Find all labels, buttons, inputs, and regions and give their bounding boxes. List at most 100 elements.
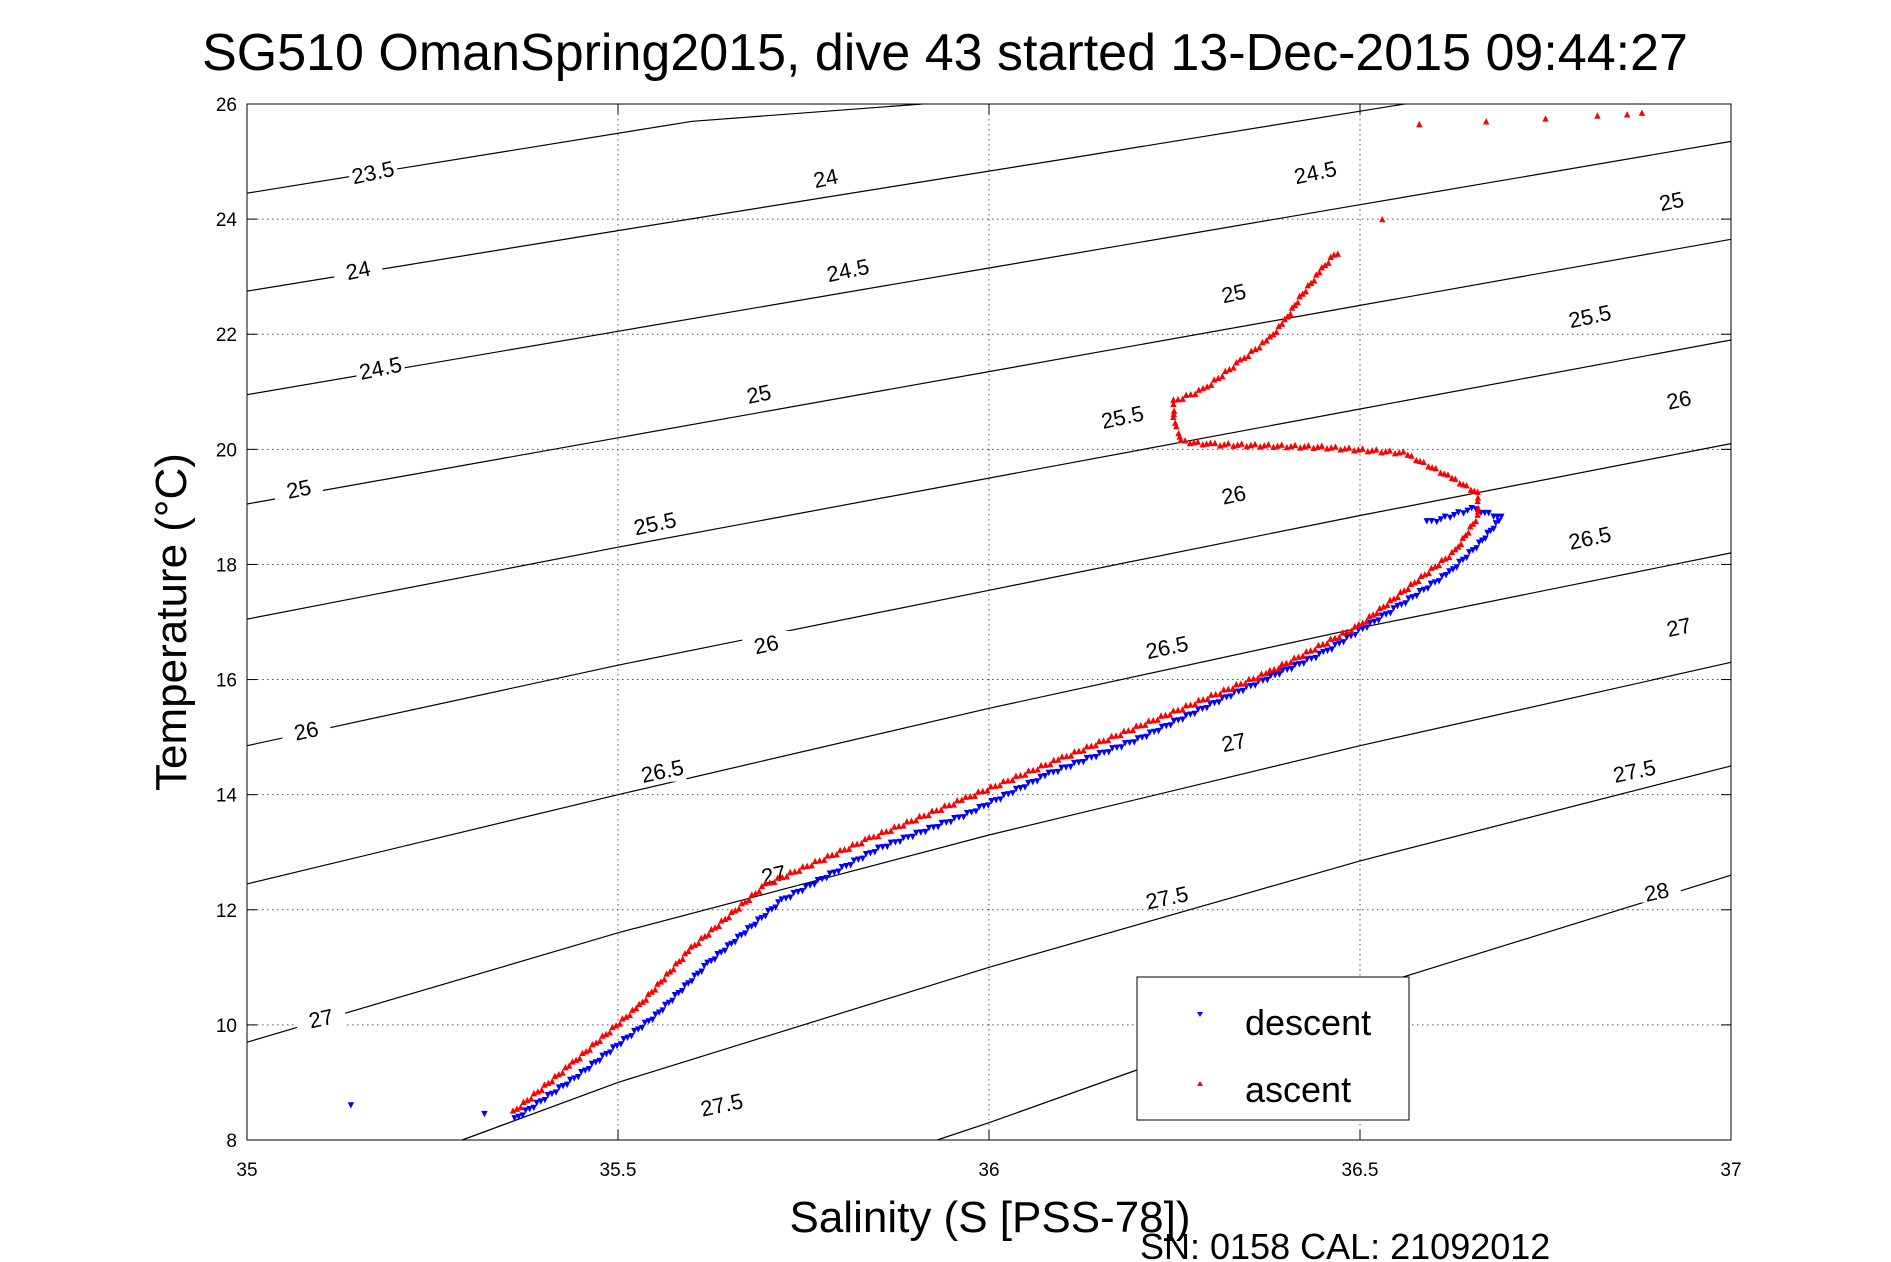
descent-point bbox=[1143, 733, 1150, 741]
axes: 35 35.5 36 36.5 37 8 10 12 14 16 18 20 22 24 26 bbox=[216, 95, 1742, 1181]
ascent-point bbox=[1413, 456, 1420, 464]
ascent-point bbox=[1058, 753, 1066, 760]
ascent-point bbox=[520, 1098, 527, 1105]
descent-point bbox=[1296, 661, 1303, 668]
contour-label-25: 25 bbox=[1219, 279, 1248, 309]
ascent-point bbox=[895, 822, 903, 830]
ascent-point bbox=[1318, 442, 1325, 449]
contour-line-27-5 bbox=[461, 765, 1732, 1141]
descent-point bbox=[1428, 517, 1435, 525]
ascent-point bbox=[609, 1023, 616, 1031]
ascent-point bbox=[642, 996, 650, 1003]
ascent-point bbox=[1379, 215, 1386, 223]
ascent-point bbox=[1474, 508, 1482, 515]
ascent-point bbox=[1448, 548, 1456, 556]
ascent-point bbox=[1199, 696, 1207, 703]
ascent-point bbox=[1241, 354, 1248, 361]
descent-point bbox=[802, 883, 809, 890]
ascent-point bbox=[1071, 748, 1078, 755]
ascent-point bbox=[1029, 766, 1037, 774]
ascent-point bbox=[645, 990, 652, 997]
contour-label-bg bbox=[1209, 728, 1258, 753]
ascent-point bbox=[1274, 442, 1281, 449]
ascent-point bbox=[701, 932, 709, 940]
ascent-point bbox=[1472, 517, 1480, 525]
descent-point bbox=[938, 819, 945, 827]
descent-point bbox=[1037, 773, 1044, 781]
ascent-point bbox=[1050, 756, 1057, 764]
descent-point bbox=[1155, 728, 1162, 735]
contour-label-bg bbox=[697, 1091, 746, 1116]
descent-point bbox=[752, 921, 759, 929]
contour-label-28: 28 bbox=[1642, 877, 1671, 907]
ascent-point bbox=[820, 856, 828, 863]
ascent-point bbox=[715, 922, 722, 929]
ascent-point bbox=[635, 1000, 643, 1008]
ascent-point bbox=[735, 905, 743, 912]
descent-point bbox=[681, 982, 688, 989]
descent-point bbox=[675, 990, 682, 997]
ascent-point bbox=[1324, 639, 1331, 647]
ascent-point bbox=[513, 1105, 521, 1112]
ascent-point bbox=[1125, 727, 1132, 734]
descent-point bbox=[1308, 655, 1315, 662]
descent-point bbox=[649, 1016, 656, 1024]
ascent-point bbox=[1250, 675, 1257, 682]
ascent-point bbox=[1294, 299, 1301, 306]
ascent-point bbox=[1207, 439, 1214, 446]
descent-point bbox=[1182, 712, 1190, 719]
ascent-point bbox=[987, 783, 994, 790]
ascent-point bbox=[1314, 443, 1321, 450]
descent-point bbox=[887, 839, 895, 847]
ascent-point bbox=[954, 797, 961, 804]
x-tick-label: 36.5 bbox=[1342, 1160, 1379, 1181]
descent-point bbox=[655, 1009, 663, 1016]
ascent-point bbox=[1348, 627, 1355, 634]
descent-point bbox=[544, 1092, 552, 1099]
descent-point bbox=[985, 802, 992, 809]
descent-point bbox=[1479, 537, 1486, 544]
descent-point bbox=[811, 881, 818, 888]
descent-point bbox=[599, 1052, 606, 1059]
ascent-point bbox=[551, 1072, 559, 1080]
descent-point bbox=[1267, 672, 1274, 680]
contour-line-26 bbox=[246, 443, 1732, 747]
ascent-point bbox=[1170, 407, 1178, 414]
descent-point bbox=[1021, 784, 1029, 791]
ascent-point bbox=[1211, 376, 1218, 383]
ascent-point bbox=[762, 879, 769, 887]
ascent-point bbox=[541, 1081, 548, 1088]
y-tick-label: 10 bbox=[216, 1016, 237, 1037]
descent-point bbox=[794, 888, 802, 896]
descent-point bbox=[1446, 514, 1454, 521]
ascent-point bbox=[1262, 669, 1270, 677]
descent-point bbox=[826, 870, 834, 877]
contour-label-bg bbox=[1291, 159, 1340, 184]
ascent-point bbox=[865, 833, 873, 841]
ascent-point bbox=[1384, 601, 1391, 609]
ascent-point bbox=[1394, 593, 1401, 601]
ascent-point bbox=[1594, 112, 1601, 119]
contour-label-bg bbox=[297, 1005, 346, 1030]
ascent-point bbox=[1467, 486, 1475, 493]
legend-ascent-marker bbox=[1197, 1081, 1203, 1086]
ascent-point bbox=[1247, 441, 1255, 449]
descent-point bbox=[1151, 728, 1158, 736]
ascent-point bbox=[732, 906, 739, 914]
descent-point bbox=[1366, 619, 1374, 627]
descent-point bbox=[728, 940, 735, 948]
ascent-point bbox=[883, 828, 890, 835]
ascent-point bbox=[878, 828, 885, 835]
ascent-point bbox=[1222, 367, 1229, 375]
ascent-point bbox=[1316, 268, 1323, 276]
descent-point bbox=[1017, 785, 1024, 792]
descent-point bbox=[831, 869, 838, 876]
ascent-point bbox=[572, 1056, 580, 1063]
ascent-point bbox=[639, 998, 646, 1005]
y-tick-label: 18 bbox=[216, 555, 237, 576]
ascent-point bbox=[1220, 686, 1227, 693]
contour-label-27: 27 bbox=[307, 1004, 336, 1034]
descent-point bbox=[1387, 610, 1394, 617]
ascent-point bbox=[1173, 422, 1180, 430]
ascent-point bbox=[663, 970, 670, 977]
